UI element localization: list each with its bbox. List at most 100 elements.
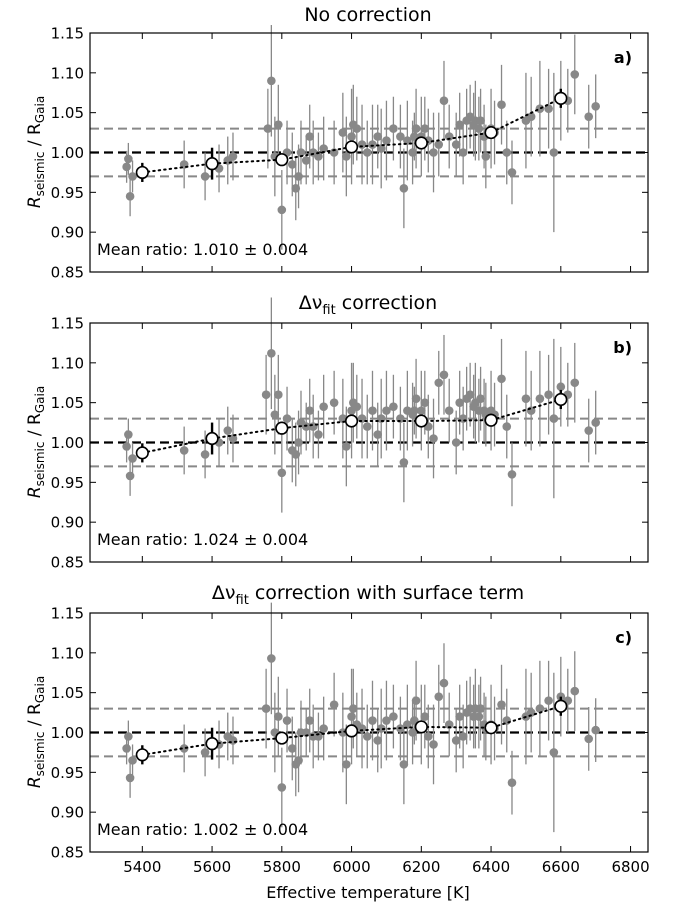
panel-a-star-point [544,104,553,113]
panel-b: Δνfit correction Rseismic / RGaia 0.85 0.… [25,292,649,572]
panel-c-ylabel: Rseismic / RGaia [25,676,47,788]
panel-c-star-point [423,732,433,741]
panel-a-star-point [439,96,449,106]
panel-a-star-point [124,154,133,164]
panel-c-star-point [497,700,506,709]
panel-c-star-point [179,744,189,753]
panel-b-star-point [549,414,559,423]
panel-b-star-point [417,406,426,415]
panel-b-star-point [200,450,210,459]
panel-a-star-point [277,205,287,215]
panel-b-star-point [223,426,233,435]
panel-a-star-point [305,132,315,141]
panel-b-star-point [429,434,438,443]
panel-b-star-point [319,402,328,411]
panel-b-star-point [128,454,137,463]
panel-b-star-point [270,410,280,419]
panel-b-binned-point [414,414,428,428]
panel-b-ylabel: Rseismic / RGaia [25,386,47,498]
panel-a-star-point [362,148,372,157]
panel-a-star-point [294,172,303,181]
panel-b-star-point [274,390,283,400]
panel-c-star-point [373,736,383,745]
panel-c-star-point [228,736,238,745]
panel-c-star-point [434,692,444,701]
panel-b-star-point [308,422,318,431]
panel-b-star-point [342,442,351,451]
panel-a-star-point [399,184,409,193]
panel-a-star-point [128,172,137,181]
panel-c-star-point [451,736,461,745]
panel-c-star-point [362,732,372,741]
panel-b-y-tick-label: 1.05 [51,394,84,412]
panel-c-star-point [420,712,430,721]
panel-c-binned-point [344,724,359,738]
panel-b-star-point [584,426,594,435]
panel-a-star-point [535,104,545,113]
panel-c-annotation: Mean ratio: 1.002 ± 0.004 [97,820,308,839]
panel-a-star-point [122,162,131,172]
panel-a-star-point [342,152,351,161]
panel-c-y-tick-label: 1.15 [51,605,84,623]
panel-c-title: Δνfit correction with surface term [212,582,524,608]
panel-b-y-tick-label: 0.90 [51,514,84,532]
panel-c-star-point [476,704,485,713]
panel-a-ylabel: Rseismic / RGaia [25,96,47,208]
panel-b-frame [89,322,649,563]
panel-c-y-tick-label: 1.05 [51,684,84,702]
panel-a-star-point [376,144,386,153]
panel-b-star-point [368,406,377,415]
panel-c-binned-point [484,721,498,735]
panel-c-star-point [305,716,315,725]
panel-b-binned-point [484,413,498,427]
x-tick-label: 5600 [193,858,231,876]
panel-c-star-point [342,760,351,769]
x-tick-label: 6600 [542,858,580,876]
panel-c-star-point [382,716,391,725]
panel-a-star-point [507,168,517,177]
panel-a-y-tick-label: 0.90 [51,224,84,242]
panel-a-star-point [301,156,311,165]
panel-b-star-point [122,442,131,451]
panel-c-star-point [526,708,536,717]
panel-a-star-point [382,136,391,145]
panel-c-star-point [403,720,412,729]
panel-c-star-point [389,712,398,721]
panel-a-star-point [570,70,580,79]
panel-c-label: c) [615,628,632,647]
panel-b-star-point [261,390,271,400]
panel-c-star-point [535,704,545,713]
panel-a-star-point [228,152,238,161]
panel-b-star-point [389,402,398,411]
panel-b-label: b) [613,338,632,357]
panel-c-star-point [458,732,468,741]
panel-a-star-point [591,101,600,111]
panel-c-star-point [125,773,135,783]
panel-c-star-point [570,686,580,696]
panel-c-star-point [591,725,600,735]
panel-b-star-point [362,422,372,431]
panel-c-star-point [376,724,386,733]
panel-a-binned-point [414,136,428,150]
panel-a-star-point [296,148,306,157]
panel-c-star-point [287,744,297,753]
panel-a-binned-point [275,153,289,167]
panel-c-star-point [124,732,133,741]
panel-c-star-point [429,740,438,749]
panel-b-star-point [124,430,133,439]
panel-c-star-point [329,700,339,709]
panel-b-y-tick-label: 1.10 [51,354,84,372]
panel-c-binned-point [135,748,149,762]
panel-a-star-point [584,112,594,121]
panel-a-label: a) [614,48,632,67]
panel-b-star-point [502,422,512,431]
panel-b-star-point [382,406,391,415]
panel-a-star-point [396,132,405,141]
x-tick-label: 6000 [332,858,370,876]
panel-b-star-point [556,382,566,392]
panel-b-star-point [267,348,276,358]
panel-c-star-point [507,778,517,787]
panel-c-binned-point [205,737,219,751]
panel-a-star-point [474,124,484,133]
panel-a-star-point [319,144,328,153]
